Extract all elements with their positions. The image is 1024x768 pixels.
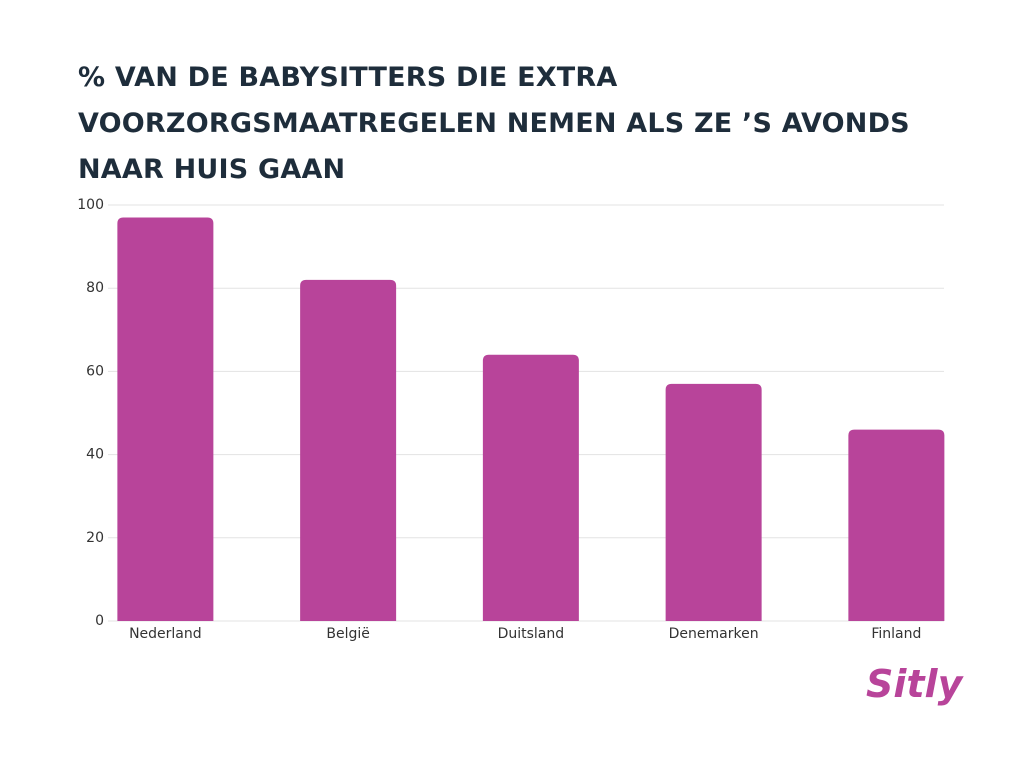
x-tick-label: Nederland <box>129 626 202 642</box>
bar <box>482 354 579 621</box>
y-tick-label: 100 <box>77 197 104 213</box>
bar <box>117 217 214 622</box>
y-tick-label: 60 <box>86 363 104 379</box>
y-tick-label: 0 <box>95 613 104 629</box>
chart-title: % VAN DE BABYSITTERS DIE EXTRA VOORZORGS… <box>78 62 910 185</box>
y-tick-label: 40 <box>86 447 104 463</box>
bar <box>300 279 397 621</box>
x-tick-label: België <box>326 626 370 642</box>
y-tick-label: 80 <box>86 280 104 296</box>
x-tick-label: Denemarken <box>669 626 759 642</box>
logo: Sitly <box>866 662 963 706</box>
y-tick-label: 20 <box>86 530 104 546</box>
x-tick-label: Finland <box>871 626 921 642</box>
x-tick-label: Duitsland <box>498 626 565 642</box>
bar <box>665 383 762 621</box>
bar <box>848 429 945 621</box>
